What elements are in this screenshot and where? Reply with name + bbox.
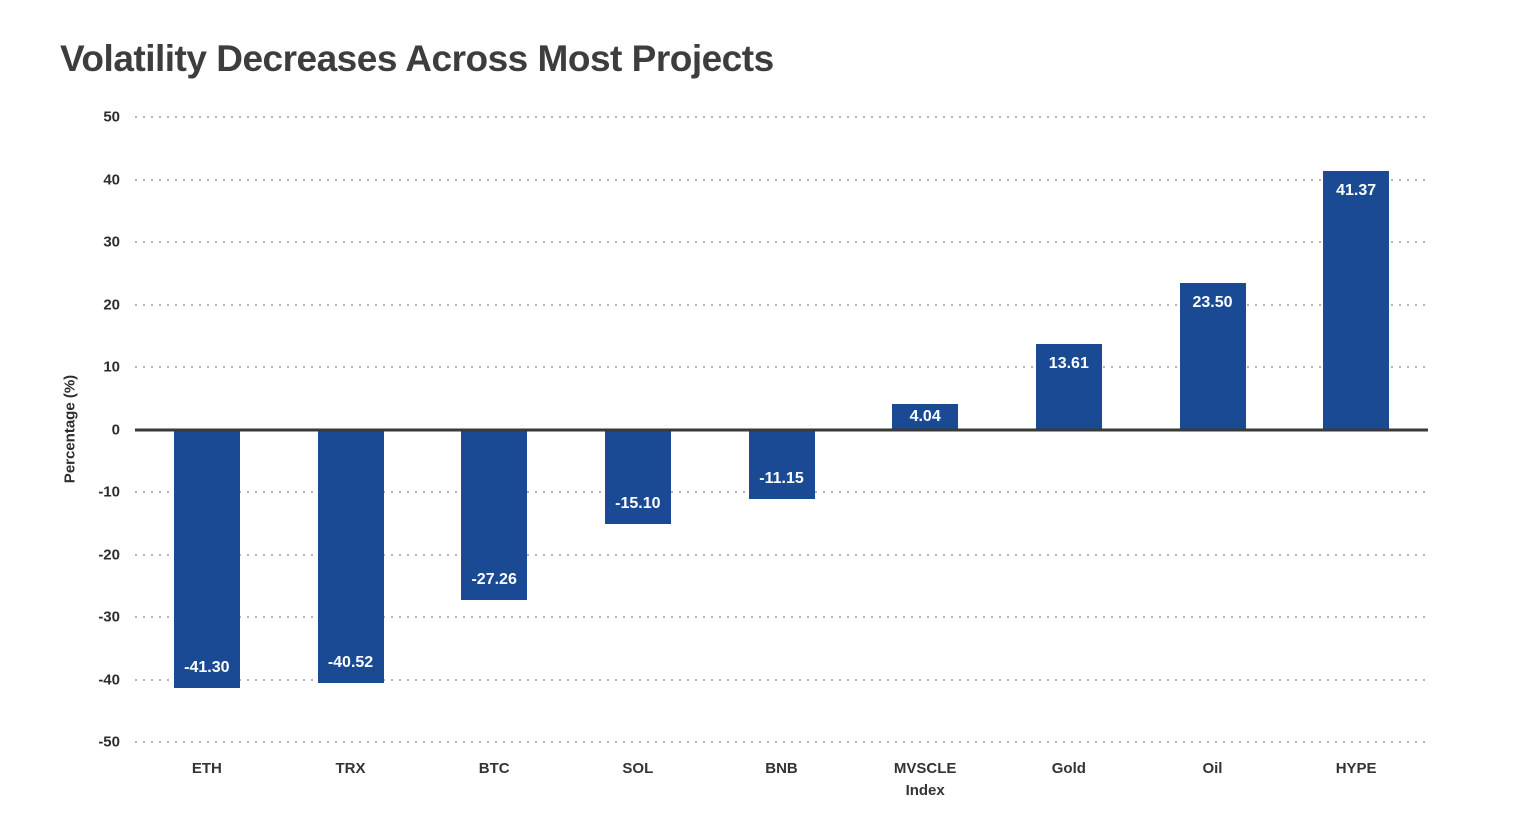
- y-tick-label: 50: [103, 108, 120, 126]
- x-tick-label: SOL: [622, 760, 654, 777]
- bar-btc: -27.26: [461, 429, 528, 600]
- bar-sol: -15.10: [604, 429, 671, 524]
- bar-mvscle: 4.04: [892, 404, 959, 430]
- gridline: [135, 616, 1428, 618]
- y-tick-label: 30: [103, 233, 120, 251]
- bar-eth: -41.30: [173, 429, 240, 688]
- bar-value-label: -40.52: [327, 653, 374, 671]
- gridline: [135, 553, 1428, 556]
- bar-value-label: 13.61: [1048, 355, 1089, 373]
- y-tick-label: 10: [103, 358, 120, 376]
- y-tick-label: 0: [111, 421, 120, 438]
- bar-value-label: 23.50: [1192, 293, 1233, 311]
- chart-title: Volatility Decreases Across Most Project…: [60, 38, 774, 79]
- bar-hype: 41.37: [1323, 170, 1390, 430]
- bar-value-label: -27.26: [471, 570, 517, 588]
- bar-value-label: 41.37: [1336, 181, 1377, 199]
- y-tick-label: 40: [103, 171, 120, 188]
- gridline: [135, 366, 1428, 368]
- x-tick-label: TRX: [335, 760, 366, 777]
- bar-value-label: -11.15: [759, 470, 804, 488]
- bar-value-label: -15.10: [615, 494, 661, 512]
- bar-oil: 23.50: [1179, 282, 1246, 430]
- y-tick-label: -40: [98, 671, 120, 688]
- gridline: [135, 241, 1428, 243]
- gridline: [135, 178, 1428, 181]
- x-tick-label: BTC: [478, 760, 510, 777]
- bar-value-label: 4.04: [909, 407, 941, 425]
- y-tick-label: -50: [98, 733, 120, 751]
- y-tick-label: -10: [98, 483, 120, 501]
- x-tick-label: Gold: [1051, 760, 1086, 777]
- bar-trx: -40.52: [317, 429, 384, 683]
- x-tick-label: ETH: [191, 760, 222, 777]
- bar-bnb: -11.15: [748, 429, 815, 500]
- gridline: [135, 741, 1428, 743]
- y-tick-label: -20: [98, 546, 120, 563]
- x-tick-label: BNB: [765, 760, 798, 777]
- gridline: [135, 303, 1428, 306]
- bar-value-label: -41.30: [184, 658, 230, 676]
- x-tick-label: Oil: [1202, 760, 1223, 777]
- x-tick-label: MVSCLE Index: [893, 760, 957, 799]
- gridline: [135, 678, 1428, 681]
- zero-axis-line: [135, 428, 1428, 431]
- y-tick-label: -30: [98, 608, 120, 626]
- plot-area: -41.30 -40.52 -27.26 -15.10 -11.15 4.04 13.61 2…: [135, 116, 1428, 743]
- gridline: [135, 116, 1428, 118]
- x-tick-label: HYPE: [1335, 760, 1377, 777]
- y-tick-label: 20: [103, 296, 120, 313]
- bar-gold: 13.61: [1035, 344, 1102, 430]
